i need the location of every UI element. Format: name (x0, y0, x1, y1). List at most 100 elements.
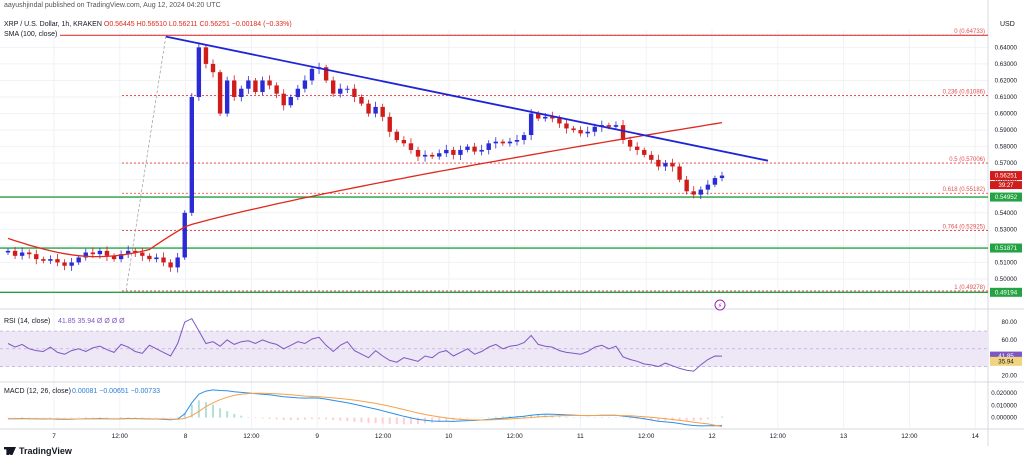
candle-body (394, 131, 400, 141)
price-tick: 0.64000 (995, 44, 1018, 51)
macd-histogram-bar (466, 417, 469, 419)
macd-histogram-bar (49, 417, 52, 419)
candle-body (451, 149, 456, 155)
macd-histogram-bar (162, 417, 165, 419)
macd-histogram-bar (204, 402, 207, 418)
candle-body (408, 143, 414, 150)
price-tick: 0.54000 (995, 210, 1018, 217)
macd-histogram-bar (233, 413, 236, 418)
macd-line (8, 389, 723, 427)
macd-histogram-bar (155, 417, 158, 419)
price-tick: 0.56000 (995, 177, 1018, 184)
macd-histogram-bar (169, 417, 172, 419)
candle-body (649, 154, 654, 160)
macd-histogram-bar (537, 415, 540, 418)
macd-histogram-bar (572, 417, 575, 418)
macd-histogram-bar (494, 416, 497, 418)
candle-body (323, 67, 329, 81)
candle-body (444, 149, 449, 154)
time-tick: 12:00 (243, 433, 260, 440)
currency-label: USD (1000, 21, 1015, 28)
time-tick: 12 (708, 433, 716, 440)
candle-body (684, 179, 689, 192)
rsi-panel[interactable]: RSI (14, close) 41.85 35.94 Ø Ø Ø Ø (0, 317, 988, 372)
macd-histogram-bar (431, 417, 434, 423)
candle-body (486, 143, 491, 150)
candle-body (309, 68, 315, 81)
candle-body (557, 118, 562, 124)
candle-body (387, 116, 392, 132)
macd-histogram-bar (289, 417, 292, 421)
candle-body (111, 255, 117, 260)
macd-histogram-bar (622, 417, 625, 419)
rsi-value-bg (990, 351, 1022, 361)
macd-histogram-bar (325, 417, 328, 420)
macd-tick: 0.000000 (991, 415, 1017, 422)
candle-body (458, 149, 463, 155)
macd-histogram-bar (395, 417, 398, 425)
candle-body (620, 125, 626, 141)
candle-body (422, 154, 428, 157)
macd-histogram-bar (268, 417, 271, 419)
candle-body (239, 88, 244, 97)
macd-histogram-bar (381, 417, 384, 424)
time-tick: 12:00 (375, 433, 392, 440)
price-label-bg (990, 171, 1022, 181)
macd-histogram-bar (699, 417, 702, 421)
candle-body (154, 257, 159, 260)
price-label: 0.56251 (995, 173, 1018, 180)
chart-grid (0, 0, 1024, 446)
macd-histogram-bar (417, 417, 420, 424)
candle-body (479, 149, 484, 152)
macd-histogram-bar (296, 417, 299, 421)
price-tick: 0.63000 (995, 61, 1018, 68)
macd-tick: 0.010000 (991, 402, 1017, 409)
sma-legend[interactable]: SMA (100, close) (4, 31, 58, 38)
candle-body (27, 252, 32, 255)
fib-level-label: 0 (0.64733) (954, 29, 985, 35)
chart-levels: 0 (0.64733) 0.236 (0.61086) 0.5 (0.57006) 0… (0, 29, 988, 294)
macd-histogram-bar (650, 417, 653, 421)
candle-body (90, 252, 96, 255)
rsi-tick: 60.00 (1002, 337, 1018, 344)
flash-icon-glyph: ⚡ (718, 302, 723, 310)
candle-body (175, 257, 180, 268)
macd-histogram-bar (282, 417, 285, 421)
candle-body (550, 116, 555, 119)
tradingview-logo[interactable]: TradingView (4, 446, 72, 456)
price-tick: 0.59000 (995, 127, 1018, 134)
candle-body (500, 141, 506, 144)
candle-body (104, 250, 110, 256)
candle-body (437, 153, 442, 157)
time-tick: 11 (577, 433, 584, 440)
candle-body (62, 262, 67, 266)
candle-body (698, 189, 703, 195)
time-tick: 12:00 (770, 433, 787, 440)
candle-body (55, 259, 60, 263)
macd-histogram-bar (409, 417, 412, 425)
fib-level-label: 0.236 (0.61086) (943, 90, 985, 96)
time-tick: 8 (184, 433, 188, 440)
candle-body (76, 257, 81, 263)
candle-body (295, 88, 301, 97)
candle-body (366, 103, 371, 114)
candle-body (140, 252, 145, 256)
candle-body (656, 159, 661, 167)
flash-icon (714, 299, 726, 311)
price-tick: 0.50000 (995, 276, 1018, 283)
macd-panel[interactable]: MACD (12, 26, close) 0.00081 −0.00651 −0.… (4, 388, 723, 428)
candles[interactable] (5, 42, 725, 273)
candle-body (125, 250, 131, 255)
macd-histogram-bar (508, 416, 511, 418)
candle-body (345, 88, 350, 90)
candle-body (719, 175, 725, 179)
fib-level-label: 0.5 (0.57006) (949, 157, 985, 163)
candle-body (232, 80, 237, 97)
macd-histogram-bar (240, 415, 243, 418)
macd-title: MACD (12, 26, close) (4, 388, 71, 395)
rsi-title: RSI (14, close) (4, 318, 50, 325)
candle-body (663, 163, 668, 167)
candle-body (514, 140, 520, 142)
candle-body (41, 259, 46, 261)
